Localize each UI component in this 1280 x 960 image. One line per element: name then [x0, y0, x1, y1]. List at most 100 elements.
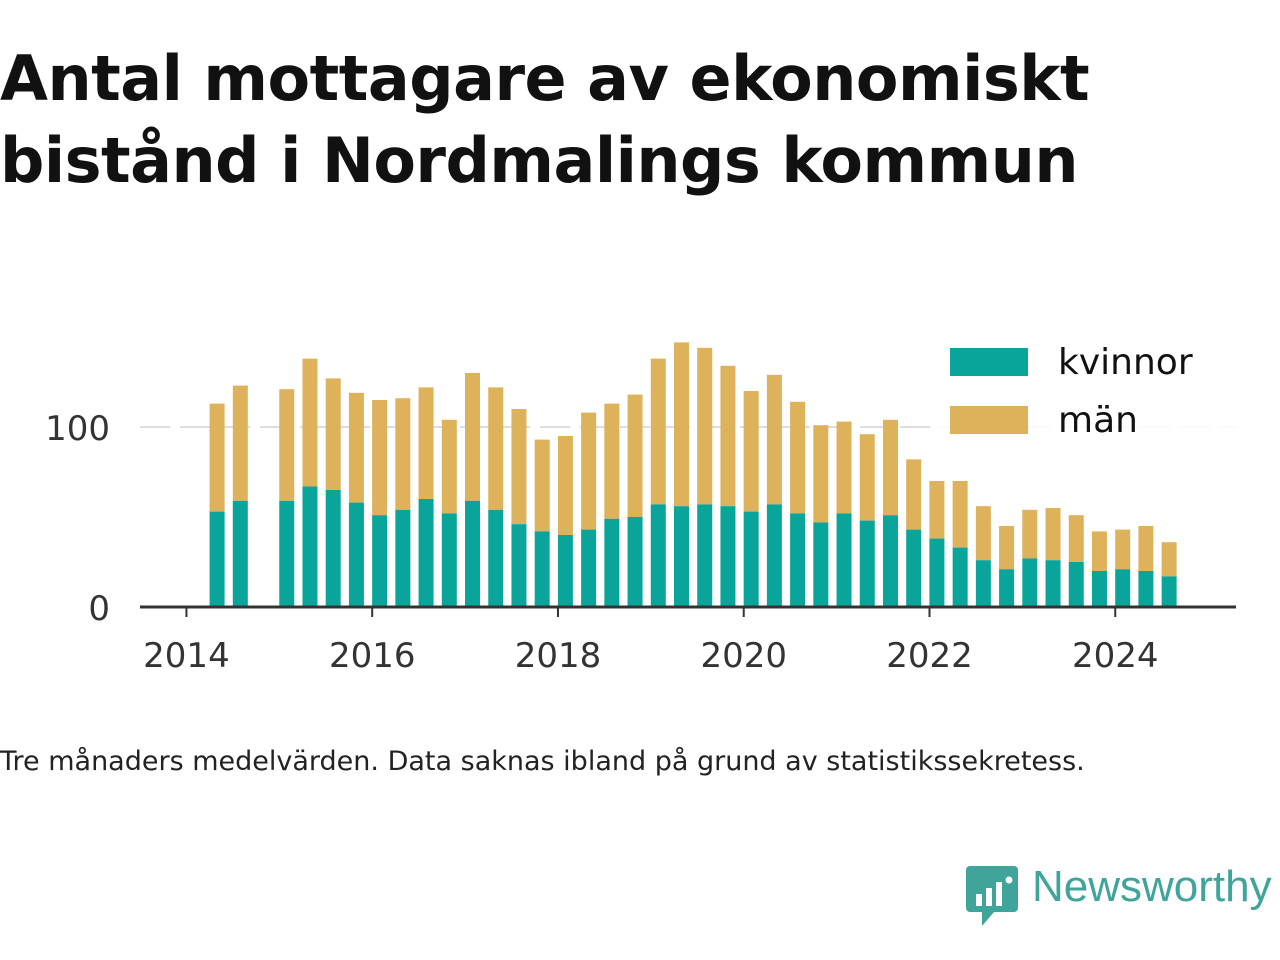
bar-kvinnor [209, 511, 225, 607]
bar-man [232, 385, 248, 501]
bar-kvinnor [488, 509, 504, 607]
chart-title-line-2: bistånd i Nordmalings kommun [0, 124, 1079, 197]
bar-kvinnor [975, 560, 991, 607]
bar-kvinnor [813, 522, 829, 607]
legend-swatch [950, 348, 1028, 376]
bar-man [1138, 526, 1154, 571]
brand-logo: Newsworthy [962, 860, 1280, 930]
bar-man [511, 409, 527, 525]
bar-kvinnor [581, 529, 597, 607]
bar-man [302, 358, 318, 487]
legend-label: kvinnor [1058, 342, 1193, 383]
bar-man [1115, 529, 1131, 570]
x-tick-label: 2020 [700, 636, 787, 676]
newsworthy-logo-icon [966, 866, 1018, 926]
bar-kvinnor [325, 490, 341, 607]
x-tick-label: 2016 [329, 636, 416, 676]
bar-kvinnor [627, 517, 643, 607]
bar-man [906, 459, 922, 530]
bar-man [348, 392, 364, 503]
bar-man [720, 365, 736, 507]
bar-kvinnor [882, 515, 898, 607]
bar-kvinnor [1045, 560, 1061, 607]
bar-kvinnor [1115, 569, 1131, 607]
bar-kvinnor [999, 569, 1015, 607]
stacked-bar-chart: 0 100 2014 2016 2018 2020 2022 2024 kvinnor män [45, 335, 1236, 676]
chart-caption: Tre månaders medelvärden. Data saknas ib… [0, 746, 1085, 777]
bar-kvinnor [511, 524, 527, 607]
bar-man [418, 387, 434, 499]
y-tick-label: 100 [45, 409, 110, 449]
x-tick-label: 2022 [886, 636, 973, 676]
bar-man [859, 434, 875, 521]
bar-man [488, 387, 504, 510]
bar-kvinnor [906, 529, 922, 607]
bar-man [790, 401, 806, 514]
bar-man [604, 403, 620, 519]
bar-kvinnor [1138, 571, 1154, 607]
bar-kvinnor [766, 504, 782, 607]
legend: kvinnor män [940, 335, 1236, 445]
bar-kvinnor [1091, 571, 1107, 607]
bar-kvinnor [279, 500, 295, 607]
bar-man [581, 412, 597, 530]
bar-kvinnor [441, 513, 457, 607]
bar-kvinnor [232, 500, 248, 607]
bar-man [441, 419, 457, 514]
bar-kvinnor [395, 509, 411, 607]
bar-kvinnor [836, 513, 852, 607]
bar-man [1161, 542, 1177, 577]
x-tick-label: 2014 [143, 636, 230, 676]
bar-man [395, 398, 411, 510]
bar-man [766, 374, 782, 505]
bar-man [1045, 508, 1061, 561]
x-tick-label: 2024 [1072, 636, 1159, 676]
bar-kvinnor [673, 506, 689, 607]
bar-kvinnor [557, 535, 573, 607]
bar-man [1091, 531, 1107, 571]
bar-man [372, 400, 388, 516]
bar-man [952, 481, 968, 548]
bar-man [1022, 509, 1038, 559]
bar-man [650, 358, 666, 505]
bar-man [557, 436, 573, 535]
bar-man [882, 419, 898, 516]
chart-title-line-1: Antal mottagare av ekonomiskt [0, 42, 1090, 115]
bar-man [1068, 515, 1084, 562]
bar-kvinnor [604, 518, 620, 607]
x-tick-label: 2018 [515, 636, 602, 676]
bar-man [697, 347, 713, 505]
bar-man [627, 394, 643, 517]
y-tick-label: 0 [88, 589, 110, 629]
bar-man [534, 439, 550, 532]
bar-kvinnor [302, 486, 318, 607]
axes: 0 100 2014 2016 2018 2020 2022 2024 [45, 409, 1236, 676]
bars [209, 342, 1177, 607]
bar-kvinnor [720, 506, 736, 607]
bar-kvinnor [418, 499, 434, 607]
bar-man [209, 403, 225, 512]
bar-man [279, 389, 295, 501]
bar-kvinnor [465, 500, 481, 607]
bar-kvinnor [697, 504, 713, 607]
legend-label: män [1058, 400, 1138, 441]
bar-kvinnor [859, 520, 875, 607]
bar-man [743, 391, 759, 512]
bar-man [836, 421, 852, 514]
bar-kvinnor [743, 511, 759, 607]
bar-kvinnor [952, 547, 968, 607]
bar-man [999, 526, 1015, 570]
legend-swatch [950, 406, 1028, 434]
bar-kvinnor [1161, 576, 1177, 607]
bar-man [813, 425, 829, 523]
bar-kvinnor [1068, 562, 1084, 607]
bar-man [975, 506, 991, 561]
bar-kvinnor [534, 531, 550, 607]
bar-kvinnor [929, 538, 945, 607]
chart-title: Antal mottagare av ekonomiskt bistånd i … [0, 38, 1260, 202]
bar-man [929, 481, 945, 539]
bar-man [673, 342, 689, 507]
brand-name: Newsworthy [1032, 862, 1272, 911]
bar-kvinnor [372, 515, 388, 607]
bar-kvinnor [348, 502, 364, 607]
